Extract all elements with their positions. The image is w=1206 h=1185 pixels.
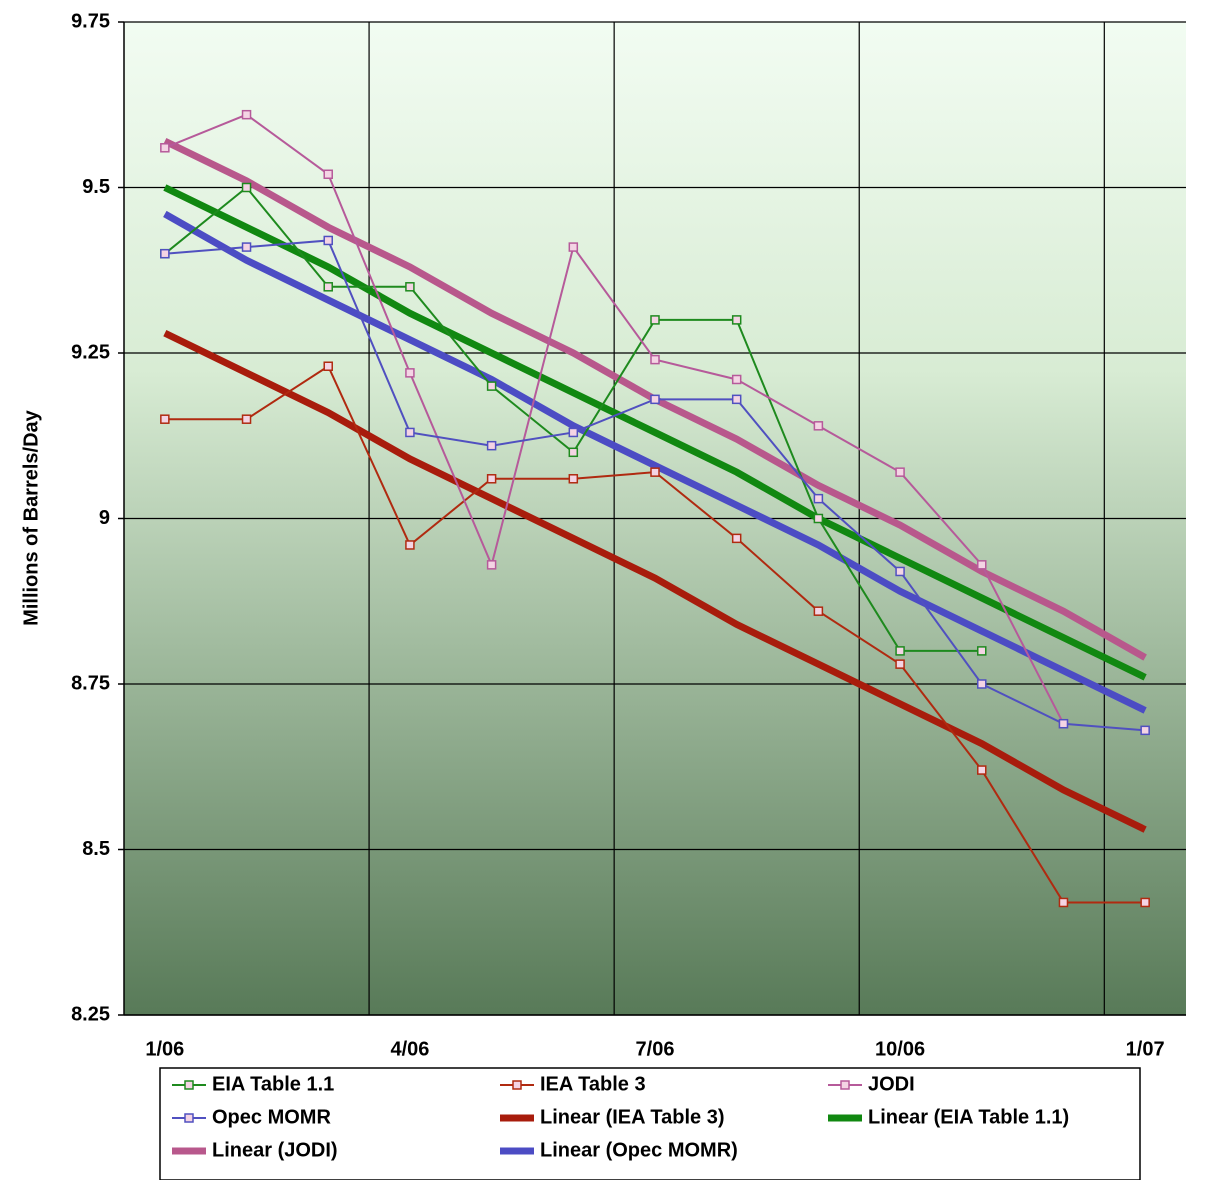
legend-label: Linear (EIA Table 1.1) bbox=[868, 1106, 1069, 1128]
point-marker bbox=[977, 646, 987, 656]
y-tick-label: 9.75 bbox=[71, 10, 110, 32]
legend-label: Linear (IEA Table 3) bbox=[540, 1106, 724, 1128]
point-marker bbox=[977, 765, 987, 775]
legend-label: IEA Table 3 bbox=[540, 1073, 646, 1095]
x-tick-label: 1/06 bbox=[145, 1038, 184, 1060]
y-tick-label: 9 bbox=[99, 507, 110, 529]
point-marker bbox=[323, 169, 333, 180]
legend-label: JODI bbox=[868, 1073, 915, 1095]
point-marker bbox=[1058, 718, 1069, 729]
point-marker bbox=[486, 381, 497, 391]
point-marker bbox=[568, 242, 579, 252]
point-marker bbox=[977, 679, 987, 689]
legend bbox=[159, 1067, 1141, 1181]
point-marker bbox=[813, 421, 824, 431]
point-marker bbox=[650, 394, 660, 405]
y-axis-label: Millions of Barrels/Day bbox=[20, 409, 42, 625]
legend-label: Linear (JODI) bbox=[212, 1139, 338, 1161]
series-line bbox=[163, 210, 1147, 714]
point-marker bbox=[323, 282, 333, 292]
series-line bbox=[164, 113, 1065, 725]
legend-marker bbox=[184, 1080, 194, 1090]
point-marker bbox=[160, 143, 170, 153]
legend-label: Linear (Opec MOMR) bbox=[540, 1139, 738, 1161]
point-marker bbox=[405, 427, 415, 438]
y-tick-label: 8.5 bbox=[82, 838, 110, 860]
point-marker bbox=[405, 282, 415, 292]
point-marker bbox=[813, 513, 824, 524]
point-marker bbox=[895, 467, 905, 477]
point-marker bbox=[323, 361, 333, 371]
point-marker bbox=[241, 242, 252, 252]
point-marker bbox=[568, 427, 579, 438]
legend-label: Opec MOMR bbox=[212, 1106, 331, 1128]
point-marker bbox=[486, 474, 497, 484]
point-marker bbox=[241, 109, 252, 120]
legend-label: EIA Table 1.1 bbox=[212, 1073, 334, 1095]
point-marker bbox=[731, 394, 742, 405]
point-marker bbox=[650, 354, 660, 365]
point-marker bbox=[405, 368, 415, 378]
point-marker bbox=[731, 315, 742, 325]
point-marker bbox=[813, 493, 824, 504]
series-line bbox=[163, 329, 1147, 833]
point-marker bbox=[650, 315, 660, 325]
point-marker bbox=[731, 374, 742, 385]
point-marker bbox=[977, 560, 987, 570]
x-tick-label: 4/06 bbox=[390, 1038, 429, 1060]
point-marker bbox=[568, 447, 579, 458]
legend-marker bbox=[512, 1080, 522, 1090]
point-marker bbox=[895, 566, 905, 577]
point-marker bbox=[1140, 725, 1150, 736]
point-marker bbox=[241, 182, 252, 193]
point-marker bbox=[813, 606, 824, 616]
point-marker bbox=[323, 235, 333, 246]
y-tick-label: 8.25 bbox=[71, 1003, 110, 1025]
x-tick-label: 1/07 bbox=[1126, 1038, 1165, 1060]
y-tick-label: 8.75 bbox=[71, 672, 110, 694]
series-line bbox=[163, 184, 1147, 681]
x-tick-label: 7/06 bbox=[636, 1038, 675, 1060]
point-marker bbox=[486, 560, 497, 570]
point-marker bbox=[895, 646, 905, 656]
point-marker bbox=[731, 533, 742, 544]
legend-marker bbox=[840, 1080, 850, 1090]
point-marker bbox=[160, 248, 170, 259]
legend-marker bbox=[184, 1113, 194, 1123]
point-marker bbox=[895, 659, 905, 669]
point-marker bbox=[650, 467, 660, 477]
x-tick-label: 10/06 bbox=[875, 1038, 925, 1060]
point-marker bbox=[568, 474, 579, 484]
point-marker bbox=[241, 414, 252, 424]
point-marker bbox=[1058, 897, 1069, 908]
y-tick-label: 9.25 bbox=[71, 341, 110, 363]
point-marker bbox=[405, 540, 415, 550]
y-tick-label: 9.5 bbox=[82, 176, 110, 198]
point-marker bbox=[160, 414, 170, 424]
point-marker bbox=[1140, 897, 1150, 908]
point-marker bbox=[486, 440, 497, 451]
